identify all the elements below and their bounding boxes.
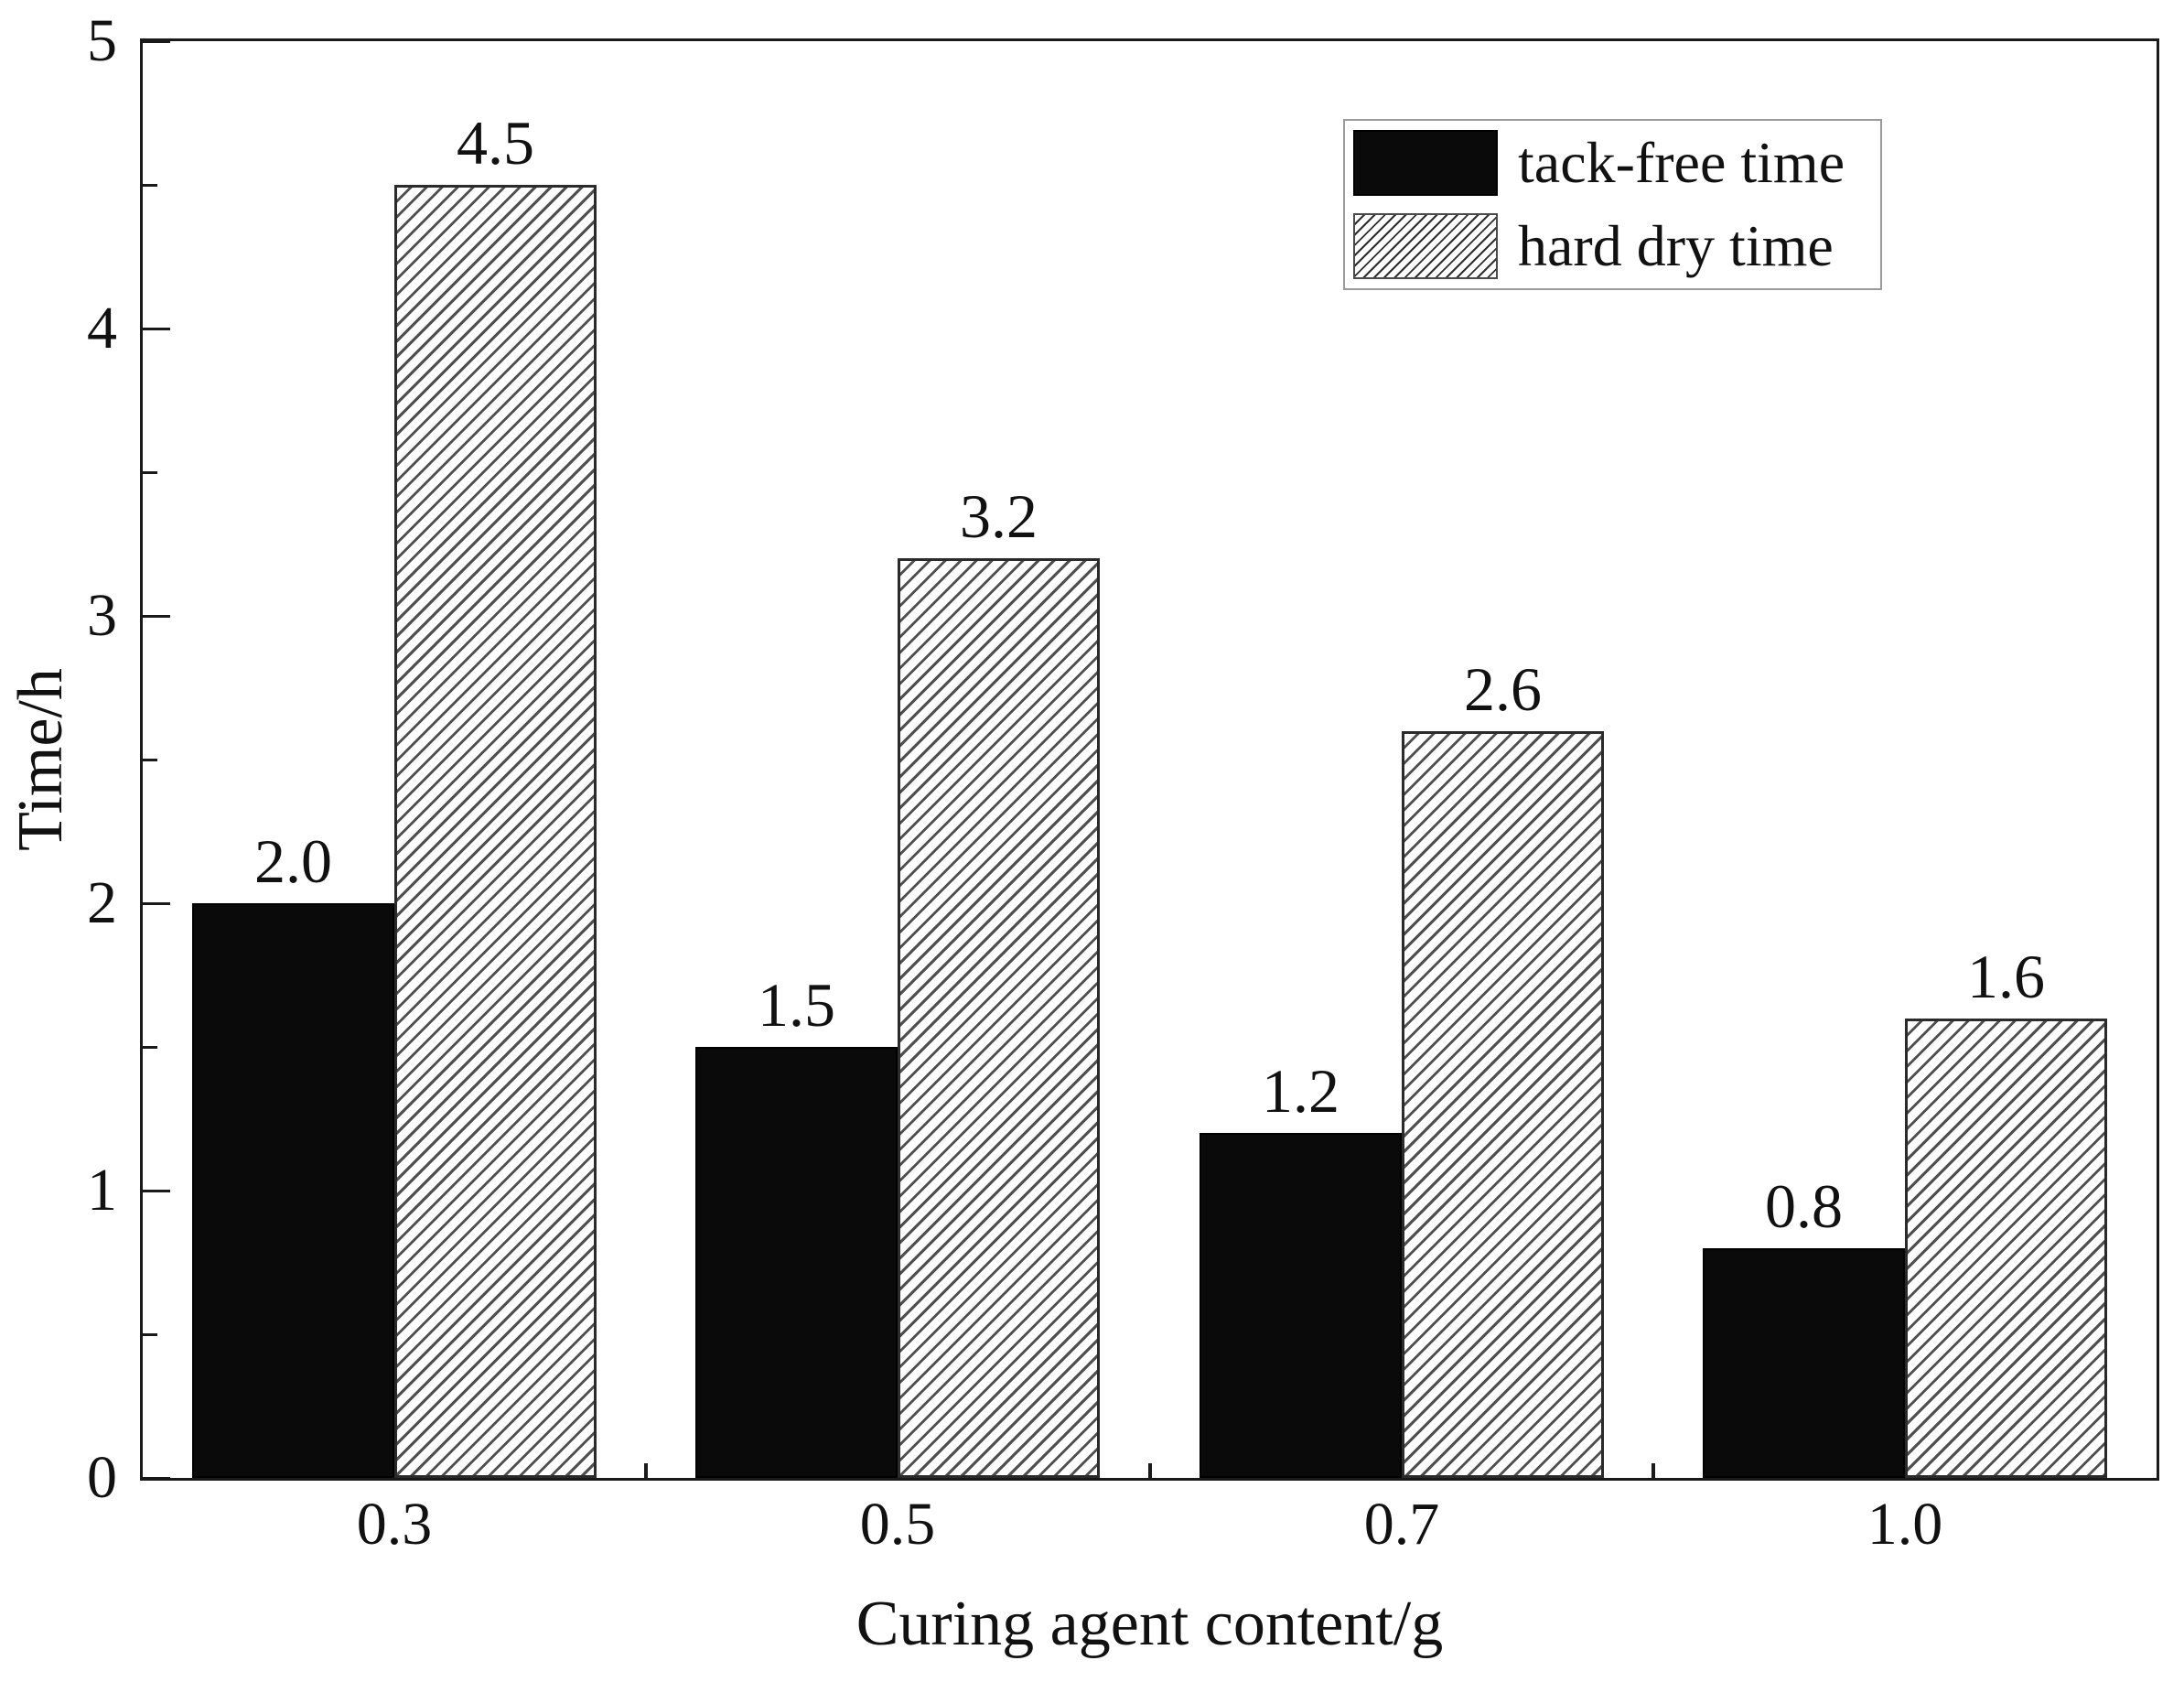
legend-label: tack-free time bbox=[1518, 129, 1845, 195]
legend-item: tack-free time bbox=[1345, 121, 1880, 205]
x-tick-label-0.5: 0.5 bbox=[859, 1491, 936, 1558]
y-minor-tick bbox=[143, 1046, 157, 1049]
y-tick-label-3: 3 bbox=[87, 582, 117, 649]
bar-value-label: 1.6 bbox=[1967, 942, 2045, 1011]
bar-solid-1.0 bbox=[1703, 1248, 1905, 1478]
x-boundary-tick bbox=[644, 1463, 648, 1478]
y-major-tick bbox=[143, 1190, 170, 1192]
legend: tack-free time hard dry time bbox=[1343, 119, 1882, 290]
bar-value-label: 2.0 bbox=[254, 826, 332, 896]
y-major-tick bbox=[143, 1477, 170, 1480]
y-axis-title: Time/h bbox=[5, 668, 76, 851]
bar-hatch-0.7 bbox=[1402, 731, 1604, 1478]
y-tick-label-5: 5 bbox=[87, 7, 117, 74]
legend-label: hard dry time bbox=[1518, 213, 1834, 279]
y-major-tick bbox=[143, 328, 170, 330]
y-tick-label-2: 2 bbox=[87, 869, 117, 936]
x-boundary-tick bbox=[1651, 1463, 1655, 1478]
x-boundary-tick bbox=[1148, 1463, 1152, 1478]
y-major-tick bbox=[143, 902, 170, 905]
y-major-tick bbox=[143, 40, 170, 43]
bar-hatch-0.3 bbox=[394, 185, 597, 1478]
y-major-tick bbox=[143, 615, 170, 618]
bar-hatch-0.5 bbox=[898, 558, 1100, 1478]
y-tick-label-0: 0 bbox=[87, 1444, 117, 1511]
y-minor-tick bbox=[143, 184, 157, 187]
x-tick-label-0.3: 0.3 bbox=[356, 1491, 433, 1558]
legend-swatch-hatch bbox=[1353, 213, 1498, 280]
legend-item: hard dry time bbox=[1345, 205, 1880, 289]
bar-value-label: 4.5 bbox=[457, 108, 534, 178]
bar-solid-0.5 bbox=[695, 1047, 898, 1478]
y-tick-label-1: 1 bbox=[87, 1157, 117, 1224]
bar-value-label: 0.8 bbox=[1765, 1171, 1843, 1241]
legend-swatch-solid bbox=[1353, 129, 1498, 196]
x-tick-label-0.7: 0.7 bbox=[1363, 1491, 1440, 1558]
bar-value-label: 2.6 bbox=[1464, 654, 1542, 724]
bar-solid-0.3 bbox=[192, 903, 394, 1478]
bar-solid-0.7 bbox=[1200, 1133, 1402, 1478]
x-tick-label-1.0: 1.0 bbox=[1867, 1491, 1943, 1558]
plot-area: 2.0 1.5 1.2 0.8 4.5 3.2 2.6 1.6 bbox=[140, 38, 2159, 1481]
y-minor-tick bbox=[143, 759, 157, 761]
y-tick-label-4: 4 bbox=[87, 295, 117, 361]
bar-hatch-1.0 bbox=[1905, 1019, 2107, 1478]
bar-value-label: 1.2 bbox=[1262, 1056, 1339, 1126]
y-minor-tick bbox=[143, 1333, 157, 1336]
bar-value-label: 3.2 bbox=[960, 481, 1038, 551]
bar-value-label: 1.5 bbox=[758, 970, 835, 1040]
y-minor-tick bbox=[143, 471, 157, 474]
x-axis-title: Curing agent content/g bbox=[855, 1589, 1444, 1659]
